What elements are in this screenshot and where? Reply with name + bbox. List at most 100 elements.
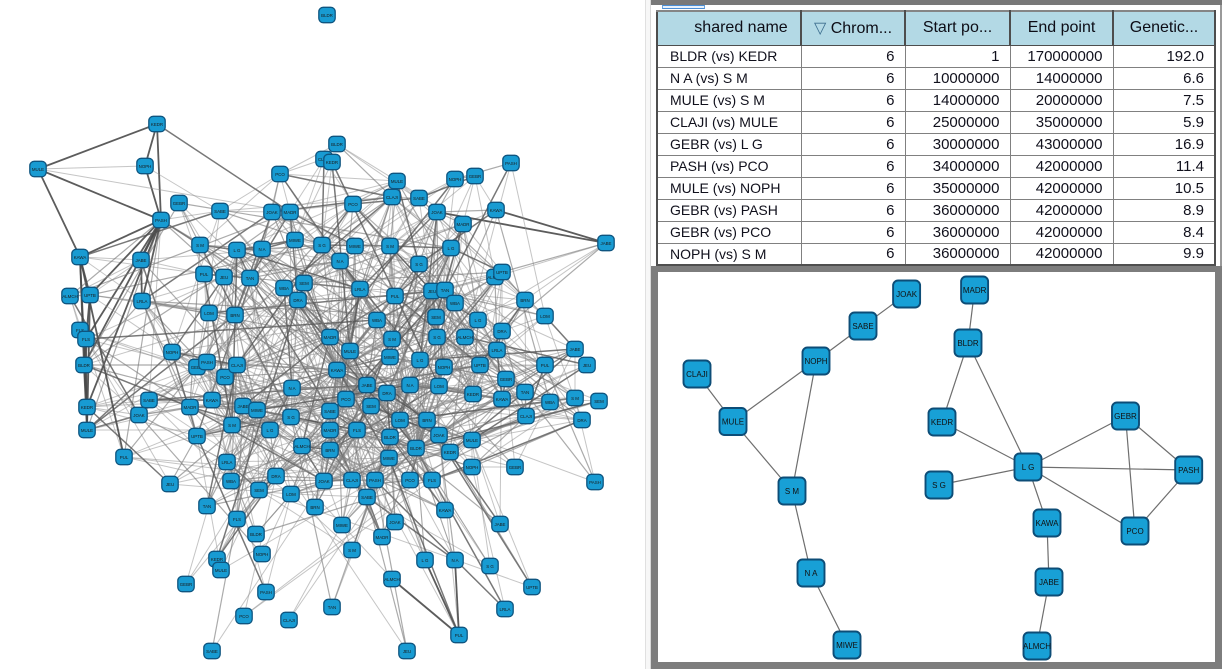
- svg-text:MIWE: MIWE: [349, 244, 361, 249]
- svg-text:S G: S G: [415, 262, 423, 267]
- svg-text:MULE: MULE: [466, 438, 478, 443]
- svg-text:TAN: TAN: [203, 504, 211, 509]
- svg-text:MADR: MADR: [184, 405, 197, 410]
- svg-text:NOPH: NOPH: [139, 164, 152, 169]
- svg-text:BLDR: BLDR: [410, 446, 422, 451]
- svg-text:FLS: FLS: [428, 478, 436, 483]
- svg-text:SEM: SEM: [594, 399, 604, 404]
- svg-text:CLAJI: CLAJI: [686, 370, 708, 379]
- svg-text:JEU: JEU: [583, 363, 591, 368]
- svg-text:JOAK: JOAK: [433, 433, 445, 438]
- svg-text:ALMCH: ALMCH: [1023, 642, 1051, 651]
- svg-text:NOPH: NOPH: [804, 357, 827, 366]
- svg-text:SABE: SABE: [852, 322, 873, 331]
- svg-text:WBA: WBA: [450, 301, 460, 306]
- svg-text:DRA: DRA: [577, 418, 586, 423]
- svg-text:WBA: WBA: [279, 286, 289, 291]
- svg-text:BLDR: BLDR: [331, 142, 343, 147]
- svg-text:PCO: PCO: [405, 478, 415, 483]
- svg-text:BRN: BRN: [422, 418, 431, 423]
- svg-text:PCO: PCO: [275, 172, 285, 177]
- svg-text:S M: S M: [571, 396, 579, 401]
- svg-text:BLDR: BLDR: [957, 339, 979, 348]
- svg-text:L G: L G: [422, 558, 429, 563]
- svg-text:SABE: SABE: [143, 398, 155, 403]
- svg-text:MULE: MULE: [32, 167, 44, 172]
- svg-text:JABE: JABE: [570, 347, 581, 352]
- svg-text:JABE: JABE: [362, 383, 373, 388]
- svg-text:PASH: PASH: [1178, 466, 1199, 475]
- svg-text:KEDR: KEDR: [81, 405, 93, 410]
- svg-text:SABE: SABE: [206, 649, 218, 654]
- svg-text:MADR: MADR: [963, 286, 987, 295]
- svg-text:S G: S G: [932, 481, 946, 490]
- svg-text:JABE: JABE: [238, 404, 249, 409]
- svg-text:SABE: SABE: [361, 495, 373, 500]
- svg-text:N A: N A: [406, 383, 413, 388]
- svg-text:GEBR: GEBR: [191, 365, 203, 370]
- svg-text:GEBR: GEBR: [469, 174, 481, 179]
- svg-text:JEU: JEU: [403, 649, 411, 654]
- svg-text:TAN: TAN: [521, 390, 529, 395]
- svg-text:PASH: PASH: [260, 590, 272, 595]
- svg-text:L G: L G: [448, 246, 455, 251]
- svg-text:S G: S G: [433, 335, 441, 340]
- svg-text:LRLA: LRLA: [222, 460, 233, 465]
- svg-text:FLS: FLS: [353, 428, 361, 433]
- svg-text:UPTB: UPTB: [474, 363, 486, 368]
- svg-text:MIWE: MIWE: [384, 355, 396, 360]
- svg-text:S G: S G: [287, 415, 295, 420]
- svg-text:N A: N A: [336, 259, 343, 264]
- svg-text:UPTB: UPTB: [496, 270, 508, 275]
- svg-text:JOAK: JOAK: [431, 210, 443, 215]
- svg-text:PCO: PCO: [348, 202, 358, 207]
- svg-text:S M: S M: [348, 548, 356, 553]
- svg-text:NOPH: NOPH: [166, 350, 179, 355]
- svg-text:MADR: MADR: [376, 535, 389, 540]
- svg-text:PUL: PUL: [120, 455, 129, 460]
- svg-text:MIWE: MIWE: [836, 641, 858, 650]
- svg-text:NOPH: NOPH: [256, 552, 269, 557]
- svg-text:JABE: JABE: [136, 258, 147, 263]
- svg-text:PCO: PCO: [341, 397, 351, 402]
- svg-text:S M: S M: [196, 243, 204, 248]
- svg-text:S G: S G: [486, 564, 494, 569]
- svg-text:KAWA: KAWA: [490, 208, 503, 213]
- svg-text:KEDR: KEDR: [444, 450, 456, 455]
- svg-text:L G: L G: [234, 248, 241, 253]
- svg-text:KAWA: KAWA: [1036, 519, 1060, 528]
- svg-text:BRN: BRN: [520, 298, 529, 303]
- svg-text:TAN: TAN: [246, 276, 254, 281]
- svg-text:KAWA: KAWA: [206, 398, 219, 403]
- svg-text:UPTB: UPTB: [526, 585, 538, 590]
- svg-text:PASH: PASH: [505, 161, 517, 166]
- svg-text:PASH: PASH: [155, 218, 167, 223]
- svg-text:MULE: MULE: [344, 349, 356, 354]
- svg-text:MULE: MULE: [215, 568, 227, 573]
- svg-text:N A: N A: [288, 386, 295, 391]
- svg-text:KEDR: KEDR: [931, 418, 953, 427]
- svg-text:L G: L G: [417, 358, 424, 363]
- svg-text:PUL: PUL: [200, 272, 209, 277]
- svg-text:KAWA: KAWA: [439, 508, 452, 513]
- svg-text:LRLA: LRLA: [500, 607, 511, 612]
- svg-text:L G: L G: [267, 428, 274, 433]
- svg-text:N A: N A: [805, 569, 819, 578]
- svg-text:CLAJI: CLAJI: [346, 478, 358, 483]
- svg-text:MADR: MADR: [457, 222, 470, 227]
- svg-text:LOM: LOM: [540, 314, 550, 319]
- svg-text:JABE: JABE: [495, 522, 506, 527]
- svg-text:CLAJI: CLAJI: [283, 618, 295, 623]
- svg-text:LRLA: LRLA: [355, 287, 366, 292]
- svg-text:GEBR: GEBR: [1114, 412, 1137, 421]
- svg-text:FLS: FLS: [76, 328, 84, 333]
- svg-text:MULE: MULE: [391, 179, 403, 184]
- svg-text:LOM: LOM: [286, 492, 296, 497]
- svg-text:SABE: SABE: [214, 209, 226, 214]
- svg-text:JOAK: JOAK: [318, 479, 330, 484]
- svg-text:S G: S G: [318, 243, 326, 248]
- svg-text:BLDR: BLDR: [250, 532, 262, 537]
- svg-text:GEBR: GEBR: [509, 465, 521, 470]
- svg-text:SEM: SEM: [254, 488, 264, 493]
- svg-text:PASH: PASH: [201, 360, 213, 365]
